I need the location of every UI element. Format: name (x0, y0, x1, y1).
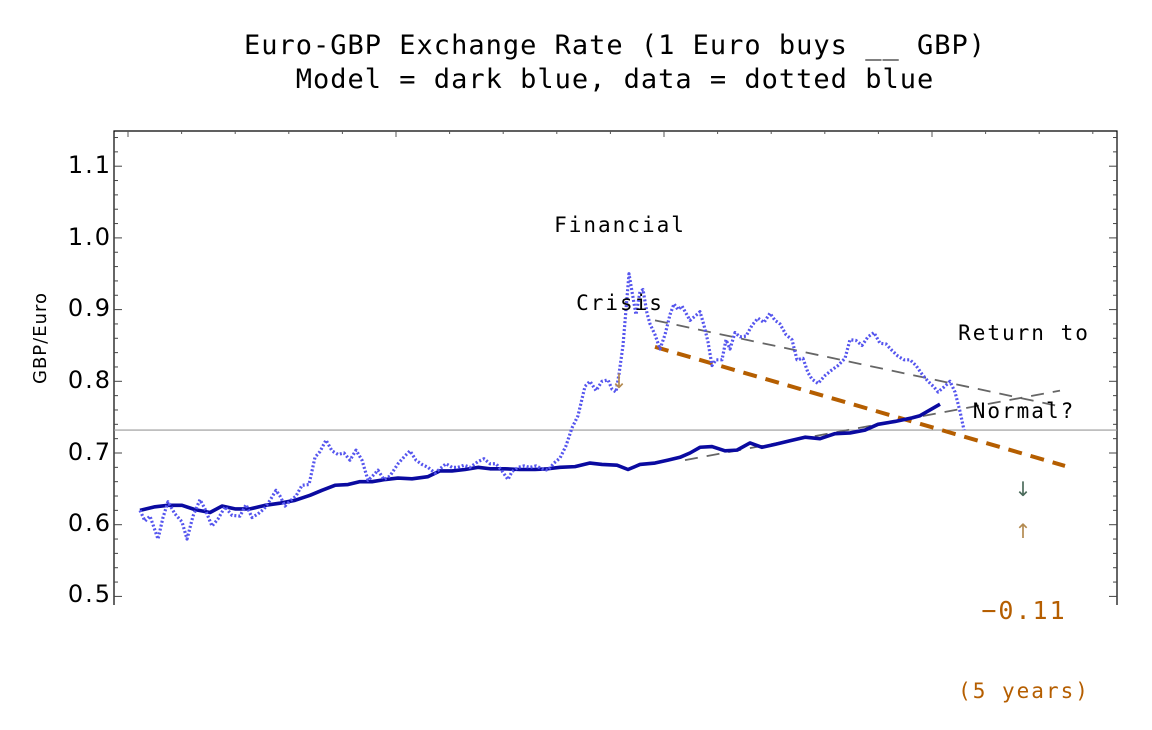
chart-subtitle: Model = dark blue, data = dotted blue (295, 64, 935, 95)
down-arrow-icon: ↓ (610, 369, 630, 393)
chart-title: Euro-GBP Exchange Rate (1 Euro buys __ G… (244, 30, 986, 61)
annotation-projected-decline: ↑ −0.11 (5 years) (942, 466, 1106, 730)
y-tick-0-6: 0.6 (67, 509, 112, 537)
annotation-delta-value: −0.11 (981, 596, 1067, 625)
annotation-crisis-line2: Crisis (576, 291, 664, 315)
data-series (138, 272, 966, 541)
annotation-return-to-normal: Return to Normal? ↓ (942, 268, 1106, 528)
trend-lines (654, 319, 1066, 468)
annotation-delta-period: (5 years) (958, 679, 1090, 703)
down-arrow-icon: ↓ (1014, 477, 1034, 501)
annotation-financial-crisis: Financial Crisis ↓ (538, 160, 702, 420)
trend-line-projected-decline (654, 344, 1066, 468)
series-line-model (139, 402, 941, 515)
y-tick-0-7: 0.7 (67, 438, 112, 466)
axis-ticks (114, 131, 1117, 597)
annotation-normal-line1: Return to (958, 321, 1090, 345)
series-line-data (138, 272, 966, 541)
plot-frame (113, 130, 1118, 605)
chart-plot-area (113, 130, 1118, 605)
y-tick-0-5: 0.5 (67, 580, 112, 608)
y-tick-1-0: 1.0 (67, 223, 112, 251)
y-tick-1-1: 1.1 (67, 151, 112, 179)
y-tick-0-9: 0.9 (67, 294, 112, 322)
annotation-normal-line2: Normal? (972, 399, 1076, 423)
annotation-crisis-line1: Financial (554, 213, 686, 237)
trend-line-model-uptrend (684, 389, 1061, 462)
trend-line-crisis-downtrend-upper (654, 319, 1061, 408)
up-arrow-icon: ↑ (1014, 519, 1034, 543)
y-tick-0-8: 0.8 (67, 366, 112, 394)
